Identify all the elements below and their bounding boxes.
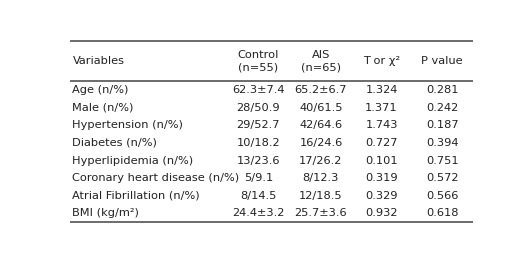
Text: T or χ²: T or χ² [363,56,400,66]
Text: 1.743: 1.743 [365,120,398,130]
Text: 0.281: 0.281 [426,85,458,95]
Text: 1.371: 1.371 [365,103,398,113]
Text: 40/61.5: 40/61.5 [299,103,343,113]
Text: 17/26.2: 17/26.2 [299,155,342,166]
Text: 8/12.3: 8/12.3 [303,173,339,183]
Text: 0.242: 0.242 [426,103,458,113]
Text: 28/50.9: 28/50.9 [236,103,280,113]
Text: 0.101: 0.101 [365,155,398,166]
Text: 13/23.6: 13/23.6 [236,155,280,166]
Text: 29/52.7: 29/52.7 [236,120,280,130]
Text: Diabetes (n/%): Diabetes (n/%) [73,138,157,148]
Text: Variables: Variables [73,56,125,66]
Text: 10/18.2: 10/18.2 [236,138,280,148]
Text: BMI (kg/m²): BMI (kg/m²) [73,208,139,218]
Text: 0.319: 0.319 [365,173,398,183]
Text: 42/64.6: 42/64.6 [299,120,342,130]
Text: 16/24.6: 16/24.6 [299,138,342,148]
Text: 0.618: 0.618 [426,208,458,218]
Text: 0.727: 0.727 [365,138,398,148]
Text: Male (n/%): Male (n/%) [73,103,134,113]
Text: Age (n/%): Age (n/%) [73,85,129,95]
Text: 62.3±7.4: 62.3±7.4 [232,85,285,95]
Text: Hypertension (n/%): Hypertension (n/%) [73,120,183,130]
Text: 65.2±6.7: 65.2±6.7 [295,85,347,95]
Text: Atrial Fibrillation (n/%): Atrial Fibrillation (n/%) [73,191,200,201]
Text: Coronary heart disease (n/%): Coronary heart disease (n/%) [73,173,240,183]
Text: P value: P value [421,56,463,66]
Text: 0.932: 0.932 [365,208,398,218]
Text: 0.187: 0.187 [426,120,458,130]
Text: 0.566: 0.566 [426,191,458,201]
Text: 0.572: 0.572 [426,173,458,183]
Text: 0.329: 0.329 [365,191,398,201]
Text: 8/14.5: 8/14.5 [240,191,277,201]
Text: 0.751: 0.751 [426,155,458,166]
Text: 12/18.5: 12/18.5 [299,191,343,201]
Text: 24.4±3.2: 24.4±3.2 [232,208,285,218]
Text: 5/9.1: 5/9.1 [244,173,273,183]
Text: Control
(n=55): Control (n=55) [237,50,279,72]
Text: 0.394: 0.394 [426,138,458,148]
Text: Hyperlipidemia (n/%): Hyperlipidemia (n/%) [73,155,193,166]
Text: 1.324: 1.324 [365,85,398,95]
Text: AIS
(n=65): AIS (n=65) [301,50,341,72]
Text: 25.7±3.6: 25.7±3.6 [295,208,347,218]
